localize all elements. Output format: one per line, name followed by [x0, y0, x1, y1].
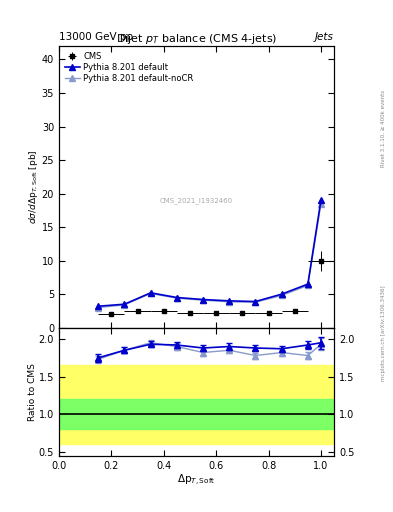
Legend: CMS, Pythia 8.201 default, Pythia 8.201 default-noCR: CMS, Pythia 8.201 default, Pythia 8.201 … — [63, 50, 195, 85]
Y-axis label: $d\sigma/d\Delta{\rm p}_{T,\rm Soft}$ [pb]: $d\sigma/d\Delta{\rm p}_{T,\rm Soft}$ [p… — [28, 150, 40, 224]
Text: Rivet 3.1.10, ≥ 400k events: Rivet 3.1.10, ≥ 400k events — [381, 90, 386, 166]
Text: 13000 GeV pp: 13000 GeV pp — [59, 32, 133, 42]
X-axis label: $\Delta{\rm p}_{T,\rm Soft}$: $\Delta{\rm p}_{T,\rm Soft}$ — [177, 473, 216, 488]
Bar — [59, 366, 334, 444]
Text: CMS_2021_I1932460: CMS_2021_I1932460 — [160, 198, 233, 204]
Text: Jets: Jets — [315, 32, 334, 42]
Bar — [59, 399, 334, 430]
Title: Dijet $p_{T}$ balance (CMS 4-jets): Dijet $p_{T}$ balance (CMS 4-jets) — [116, 32, 277, 46]
Text: mcplots.cern.ch [arXiv:1306.3436]: mcplots.cern.ch [arXiv:1306.3436] — [381, 285, 386, 380]
Y-axis label: Ratio to CMS: Ratio to CMS — [28, 362, 37, 421]
